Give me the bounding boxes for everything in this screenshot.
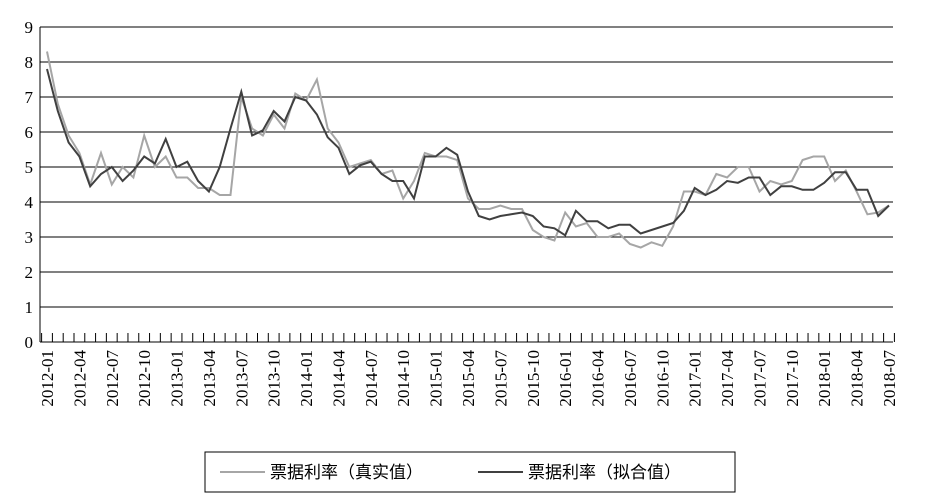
x-tick-label: 2017-07 (750, 350, 769, 407)
x-tick-label: 2012-01 (38, 350, 57, 407)
x-tick-label: 2014-04 (329, 350, 348, 407)
y-tick-label: 5 (25, 158, 34, 177)
x-tick-label: 2012-10 (135, 350, 154, 407)
x-tick-label: 2014-07 (362, 350, 381, 407)
x-tick-label: 2018-04 (848, 350, 867, 407)
x-tick-label: 2016-04 (589, 350, 608, 407)
x-tick-label: 2017-01 (686, 350, 705, 407)
x-tick-label: 2018-07 (880, 350, 899, 407)
x-tick-label: 2012-07 (103, 350, 122, 407)
x-tick-label: 2016-07 (621, 350, 640, 407)
legend-label: 票据利率（拟合值） (528, 463, 681, 482)
x-tick-label: 2018-01 (815, 350, 834, 407)
y-tick-label: 6 (25, 123, 34, 142)
y-tick-label: 4 (25, 193, 34, 212)
y-tick-label: 0 (25, 333, 34, 352)
x-tick-label: 2014-01 (297, 350, 316, 407)
x-tick-label: 2017-04 (718, 350, 737, 407)
y-tick-label: 7 (25, 88, 34, 107)
x-tick-label: 2016-01 (556, 350, 575, 407)
legend-label: 票据利率（真实值） (270, 463, 423, 482)
legend-box (204, 451, 736, 493)
x-tick-label: 2014-10 (394, 350, 413, 407)
y-tick-label: 2 (25, 263, 34, 282)
x-tick-label: 2015-01 (427, 350, 446, 407)
x-tick-label: 2017-10 (783, 350, 802, 407)
y-tick-label: 1 (25, 298, 34, 317)
x-tick-label: 2012-04 (70, 350, 89, 407)
x-tick-label: 2015-10 (524, 350, 543, 407)
x-tick-label: 2013-01 (168, 350, 187, 407)
y-tick-label: 3 (25, 228, 34, 247)
y-tick-label: 8 (25, 53, 34, 72)
x-tick-label: 2013-04 (200, 350, 219, 407)
x-tick-label: 2015-07 (491, 350, 510, 407)
x-tick-label: 2015-04 (459, 350, 478, 407)
x-tick-label: 2013-07 (232, 350, 251, 407)
series-line (46, 68, 890, 237)
x-tick-label: 2016-10 (653, 350, 672, 407)
series-line (46, 51, 890, 249)
x-tick-label: 2013-10 (265, 350, 284, 407)
y-tick-label: 9 (25, 18, 34, 37)
